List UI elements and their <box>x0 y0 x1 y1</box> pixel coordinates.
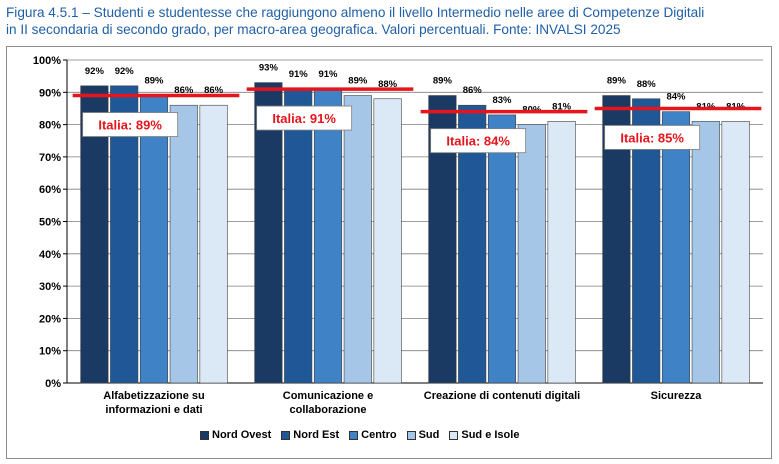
bar <box>343 95 372 384</box>
data-label: 88% <box>637 79 657 90</box>
data-label: 91% <box>318 69 338 80</box>
legend-swatch <box>200 430 209 440</box>
legend-label: Nord Est <box>293 429 340 441</box>
bar <box>254 82 283 384</box>
x-category-label: Alfabetizzazione su <box>103 390 204 402</box>
data-label: 84% <box>666 92 686 103</box>
data-label: 88% <box>378 79 398 90</box>
legend-item: Sud <box>406 429 440 441</box>
italia-label: Italia: 89% <box>98 118 162 133</box>
x-category-label: Creazione di contenuti digitali <box>424 390 580 402</box>
data-label: 86% <box>204 85 224 96</box>
legend-label: Sud <box>418 429 440 441</box>
italia-label-box <box>604 125 701 150</box>
bar <box>487 114 517 384</box>
bar <box>139 95 169 384</box>
data-label: 91% <box>289 69 309 80</box>
chart-title-line-2: in II secondaria di secondo grado, per m… <box>6 22 621 37</box>
italia-label: Italia: 91% <box>272 111 336 126</box>
data-label: 93% <box>259 63 279 74</box>
bar <box>313 88 343 384</box>
bar-chart: 0% 10% 20% 30% 40% 50% 60% 70% 80% 90% 100% 92% 92% 8… <box>33 55 763 416</box>
data-label: 89% <box>348 76 368 87</box>
legend-swatch <box>281 430 291 440</box>
y-tick-label: 60% <box>39 184 61 196</box>
legend-item: Nord Ovest <box>200 429 271 441</box>
chart-frame: 0% 10% 20% 30% 40% 50% 60% 70% 80% 90% 100% 92% 92% 8… <box>6 46 772 459</box>
bar <box>721 121 750 384</box>
bar <box>373 98 402 384</box>
data-label: 81% <box>552 101 572 112</box>
x-category-label: informazioni e dati <box>105 404 202 416</box>
legend-label: Nord Ovest <box>212 429 272 441</box>
bar <box>517 124 546 384</box>
bar <box>691 121 720 384</box>
legend-label: Sud e Isole <box>461 429 520 441</box>
y-tick-label: 30% <box>39 281 61 293</box>
y-tick-label: 10% <box>39 346 61 358</box>
y-tick-label: 100% <box>33 55 61 67</box>
chart-title: Figura 4.5.1 – Studenti e studentesse ch… <box>6 4 776 38</box>
x-category-label: collaborazione <box>289 404 366 416</box>
bar <box>661 111 691 384</box>
x-category-label: Sicurezza <box>651 390 703 402</box>
legend-item: Sud e Isole <box>449 429 519 441</box>
y-tick-label: 70% <box>39 152 61 164</box>
legend: Nord Ovest Nord Est Centro Sud Sud e Isole <box>200 427 519 443</box>
data-label: 92% <box>85 66 105 77</box>
legend-label: Centro <box>361 429 397 441</box>
legend-swatch <box>406 430 416 440</box>
chart-title-line-1: Figura 4.5.1 – Studenti e studentesse ch… <box>6 5 705 20</box>
italia-label-box <box>82 112 179 137</box>
y-tick-label: 80% <box>39 120 61 132</box>
y-tick-label: 90% <box>39 87 61 99</box>
bar <box>547 121 576 384</box>
y-tick-label: 20% <box>39 313 61 325</box>
legend-swatch <box>449 430 459 440</box>
legend-item: Nord Est <box>281 429 339 441</box>
bar <box>169 104 198 384</box>
data-label: 92% <box>115 66 135 77</box>
data-label: 89% <box>433 76 453 87</box>
bar <box>199 104 228 384</box>
italia-label-box <box>256 105 353 131</box>
y-tick-label: 50% <box>39 217 61 229</box>
italia-label: Italia: 84% <box>446 134 510 149</box>
y-tick-label: 40% <box>39 249 61 261</box>
legend-item: Centro <box>349 429 397 441</box>
data-label: 86% <box>174 85 194 96</box>
bar <box>284 88 313 384</box>
data-label: 86% <box>463 85 483 96</box>
legend-swatch <box>349 430 359 440</box>
data-label: 83% <box>492 95 512 106</box>
data-label: 89% <box>607 76 627 87</box>
italia-label: Italia: 85% <box>620 130 684 145</box>
data-label: 89% <box>144 76 164 87</box>
x-category-label: Comunicazione e <box>283 390 373 402</box>
y-tick-label: 0% <box>45 378 61 390</box>
italia-label-box <box>430 128 527 154</box>
